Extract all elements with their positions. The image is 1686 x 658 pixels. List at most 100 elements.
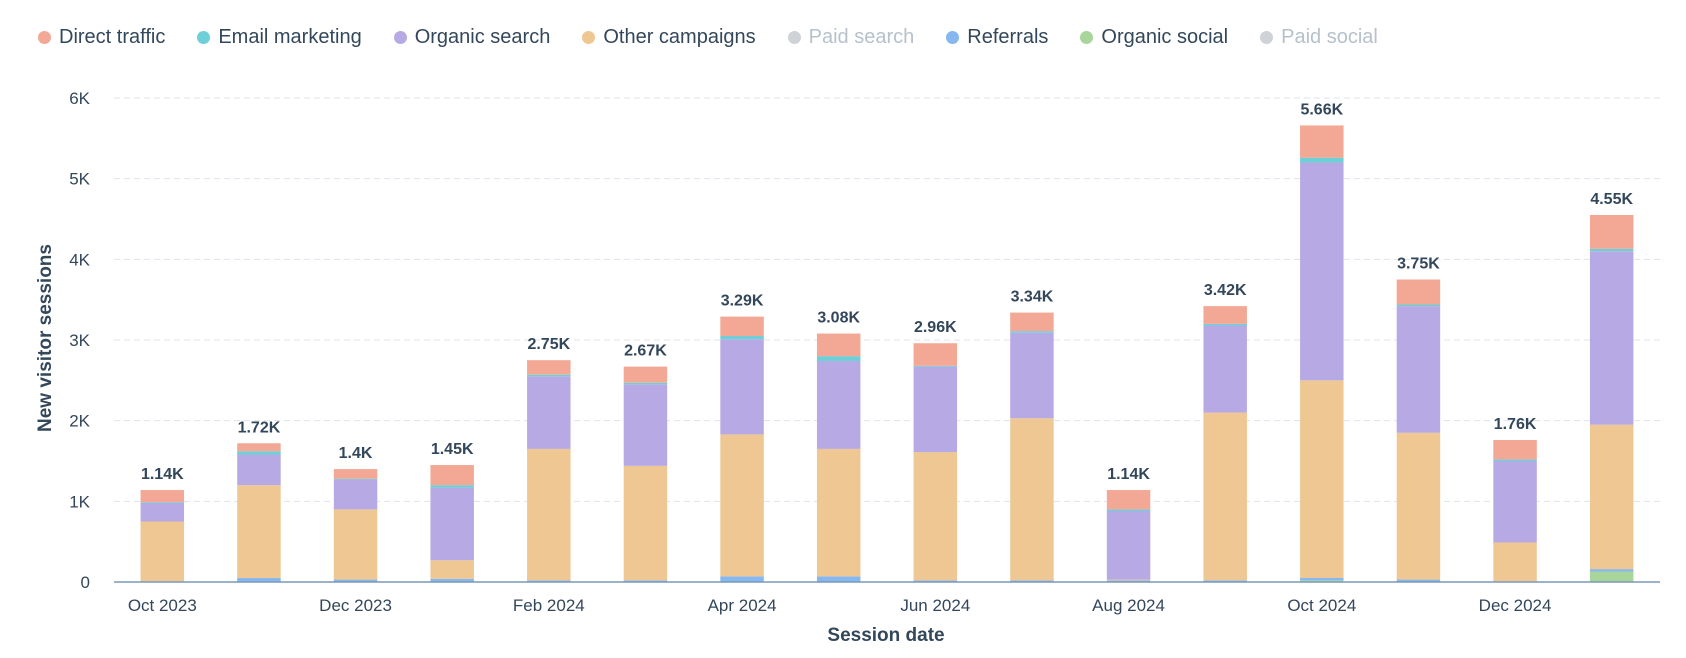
legend-item-direct-traffic[interactable]: Direct traffic	[38, 26, 165, 49]
bar-segment[interactable]	[1396, 579, 1441, 582]
bar-segment[interactable]	[1203, 412, 1247, 581]
bar-segment[interactable]	[1300, 125, 1344, 158]
bar-segment[interactable]	[430, 560, 474, 579]
legend-item-paid-social[interactable]: Paid social	[1260, 26, 1378, 49]
bar-segment[interactable]	[1589, 569, 1634, 572]
legend-swatch	[946, 31, 960, 44]
legend-item-other-campaigns[interactable]: Other campaigns	[582, 26, 756, 49]
bar-segment[interactable]	[623, 384, 668, 466]
bar-segment[interactable]	[1203, 580, 1247, 582]
bar-segment[interactable]	[1493, 459, 1537, 461]
bar-segment[interactable]	[1300, 157, 1344, 163]
bar-segment[interactable]	[1396, 304, 1441, 307]
bar-total-label: 2.75K	[527, 336, 570, 353]
bar-segment[interactable]	[623, 382, 668, 385]
legend-item-paid-search[interactable]: Paid search	[787, 26, 914, 49]
bar-segment[interactable]	[816, 356, 861, 361]
bar-segment[interactable]	[720, 434, 764, 577]
bar-segment[interactable]	[527, 448, 571, 581]
bar-segment[interactable]	[430, 487, 474, 561]
legend-item-organic-search[interactable]: Organic search	[393, 26, 551, 49]
bar-segment[interactable]	[1010, 332, 1054, 419]
bar-segment[interactable]	[430, 465, 474, 486]
bar-total-label: 2.96K	[914, 319, 957, 336]
bar-segment[interactable]	[1493, 542, 1537, 582]
x-tick-label: Oct 2023	[128, 596, 197, 615]
bar-segment[interactable]	[720, 339, 764, 435]
bar-segment[interactable]	[623, 366, 668, 383]
legend-item-referrals[interactable]: Referrals	[946, 26, 1048, 49]
bar-segment[interactable]	[1396, 279, 1441, 305]
bar-segment[interactable]	[527, 360, 571, 375]
bar-segment[interactable]	[1300, 580, 1344, 582]
bar-segment[interactable]	[430, 578, 474, 582]
bar-segment[interactable]	[1010, 331, 1054, 333]
y-tick-label: 5K	[69, 170, 90, 189]
bar-segment[interactable]	[1300, 380, 1344, 578]
bar-segment[interactable]	[816, 448, 861, 577]
bar-segment[interactable]	[1589, 251, 1634, 425]
bar-segment[interactable]	[430, 485, 474, 488]
bar-segment[interactable]	[237, 443, 281, 452]
bar-segment[interactable]	[1589, 571, 1634, 582]
bar-segment[interactable]	[527, 376, 571, 449]
bar-segment[interactable]	[1300, 162, 1344, 381]
bar-total-label: 3.34K	[1011, 289, 1054, 306]
bar-segment[interactable]	[913, 452, 958, 581]
bar-segment[interactable]	[527, 580, 571, 582]
bar-segment[interactable]	[1106, 511, 1151, 580]
bar-segment[interactable]	[527, 374, 571, 377]
bar-segment[interactable]	[1589, 248, 1634, 252]
bar-segment[interactable]	[1493, 461, 1537, 543]
bar-segment[interactable]	[237, 454, 281, 486]
bar-segment[interactable]	[1106, 509, 1151, 512]
bar-segment[interactable]	[1300, 577, 1344, 581]
bar-segment[interactable]	[623, 465, 668, 581]
bar-segment[interactable]	[720, 316, 764, 336]
bar-segment[interactable]	[913, 580, 958, 582]
bar-segment[interactable]	[1010, 312, 1054, 332]
bar-segment[interactable]	[237, 451, 281, 455]
bar-segment[interactable]	[1589, 424, 1634, 570]
legend-label: Organic search	[414, 26, 551, 48]
bar-segment[interactable]	[816, 576, 861, 582]
bar-segment[interactable]	[333, 509, 378, 580]
bar-segment[interactable]	[623, 580, 668, 582]
bar-segment[interactable]	[816, 360, 861, 449]
bar-segment[interactable]	[1106, 580, 1151, 582]
bar-segment[interactable]	[1396, 432, 1441, 580]
bar-segment[interactable]	[140, 502, 185, 503]
bar-segment[interactable]	[913, 366, 958, 453]
bar-segment[interactable]	[1010, 580, 1054, 582]
bar-segment[interactable]	[1493, 440, 1537, 460]
bar-segment[interactable]	[333, 478, 378, 480]
bar-segment[interactable]	[140, 521, 185, 582]
bar-segment[interactable]	[237, 577, 281, 582]
bar-segment[interactable]	[1203, 306, 1247, 324]
bar-total-label: 2.67K	[624, 343, 667, 360]
bar-segment[interactable]	[1589, 214, 1634, 249]
bar-segment[interactable]	[1203, 325, 1247, 413]
x-tick-label: Jun 2024	[900, 596, 970, 615]
bar-segment[interactable]	[1106, 579, 1151, 581]
legend-swatch	[1080, 31, 1094, 44]
bar-total-label: 1.4K	[339, 445, 373, 462]
bar-segment[interactable]	[333, 579, 378, 582]
bar-segment[interactable]	[237, 485, 281, 578]
bar-segment[interactable]	[333, 479, 378, 510]
bar-segment[interactable]	[1010, 418, 1054, 581]
bar-segment[interactable]	[720, 576, 764, 582]
bar-segment[interactable]	[333, 469, 378, 479]
bar-segment[interactable]	[140, 502, 185, 522]
bar-segment[interactable]	[1106, 490, 1151, 510]
legend-item-organic-social[interactable]: Organic social	[1080, 26, 1228, 49]
bar-segment[interactable]	[140, 490, 185, 503]
bar-segment[interactable]	[913, 365, 958, 367]
legend-item-email-marketing[interactable]: Email marketing	[197, 26, 362, 49]
bar-segment[interactable]	[816, 333, 861, 357]
bar-segment[interactable]	[1203, 323, 1247, 326]
bar-segment[interactable]	[913, 343, 958, 366]
bar-segment[interactable]	[1396, 306, 1441, 433]
bar-segment[interactable]	[720, 335, 764, 340]
bar-total-label: 3.08K	[817, 310, 860, 327]
